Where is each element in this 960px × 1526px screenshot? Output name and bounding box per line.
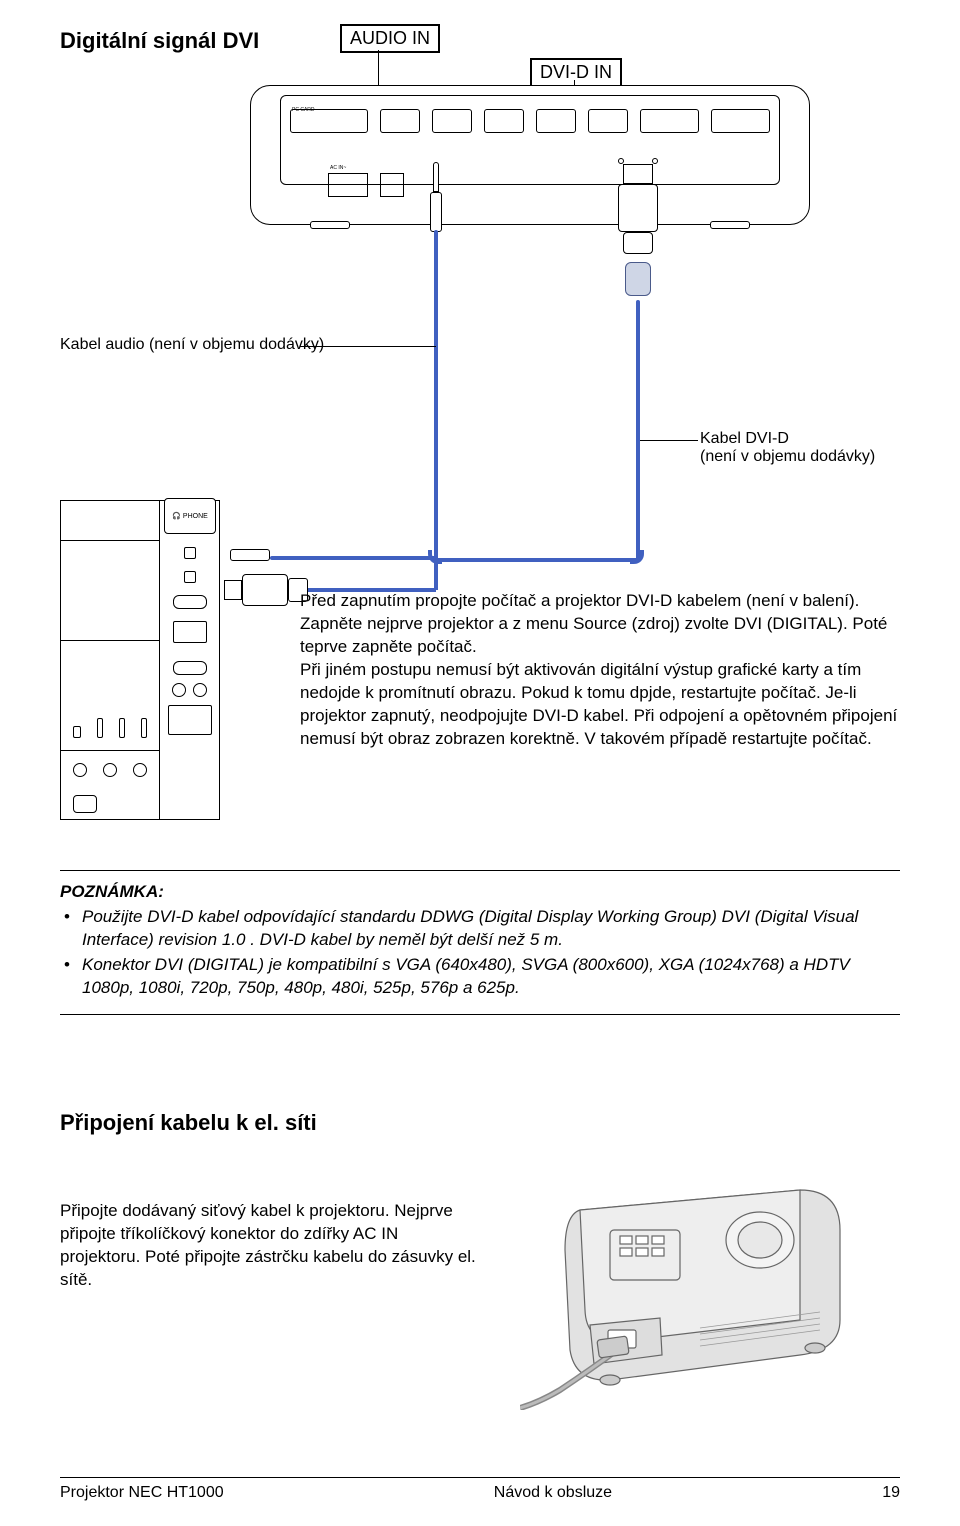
callout-line1: Kabel DVI-D: [700, 430, 789, 447]
note-heading: POZNÁMKA:: [60, 881, 900, 904]
dvid-in-label-box: DVI-D IN: [530, 58, 622, 87]
phone-jack-label: 🎧 PHONE: [164, 498, 216, 534]
port-label: AC IN~: [330, 165, 346, 171]
footer-left: Projektor NEC HT1000: [60, 1484, 224, 1502]
pc-tower-diagram: [60, 500, 160, 820]
audio-in-label-box: AUDIO IN: [340, 24, 440, 53]
callout-dvid-cable: Kabel DVI-D (není v objemu dodávky): [700, 430, 900, 466]
leader-line: [640, 440, 698, 441]
footer-center: Návod k obsluze: [494, 1484, 612, 1502]
projector-rear-diagram: PC CARD AC IN~: [250, 85, 810, 225]
projector-perspective-diagram: [520, 1170, 860, 1410]
audio-plug-pc-icon: [230, 548, 270, 566]
note-item: Použijte DVI-D kabel odpovídající standa…: [64, 906, 900, 952]
phone-text: PHONE: [183, 513, 208, 520]
cable: [434, 558, 640, 562]
dvi-plug-pc-icon: [224, 574, 308, 606]
cable: [434, 230, 438, 560]
body-paragraph: Před zapnutím propojte počítač a projekt…: [300, 590, 900, 751]
callout-line2: (není v objemu dodávky): [700, 448, 875, 465]
cable: [434, 560, 438, 590]
note-block: POZNÁMKA: Použijte DVI-D kabel odpovídaj…: [60, 870, 900, 1015]
headphone-icon: 🎧: [172, 512, 181, 520]
leader-line: [300, 346, 436, 347]
cable: [636, 300, 640, 560]
pc-tower-ports: [160, 500, 220, 820]
section-heading-power: Připojení kabelu k el. síti: [60, 1110, 317, 1136]
cable-corner: [630, 550, 644, 564]
footer-page-number: 19: [882, 1484, 900, 1502]
power-paragraph: Připojte dodávaný siťový kabel k projekt…: [60, 1200, 480, 1292]
page-footer: Projektor NEC HT1000 Návod k obsluze 19: [60, 1477, 900, 1502]
audio-plug-icon: [430, 162, 442, 232]
dvi-plug-icon: [618, 158, 658, 296]
note-item: Konektor DVI (DIGITAL) je kompatibilní s…: [64, 954, 900, 1000]
cable: [270, 556, 438, 560]
page-title: Digitální signál DVI: [60, 28, 259, 54]
callout-audio-cable: Kabel audio (není v objemu dodávky): [60, 336, 360, 354]
